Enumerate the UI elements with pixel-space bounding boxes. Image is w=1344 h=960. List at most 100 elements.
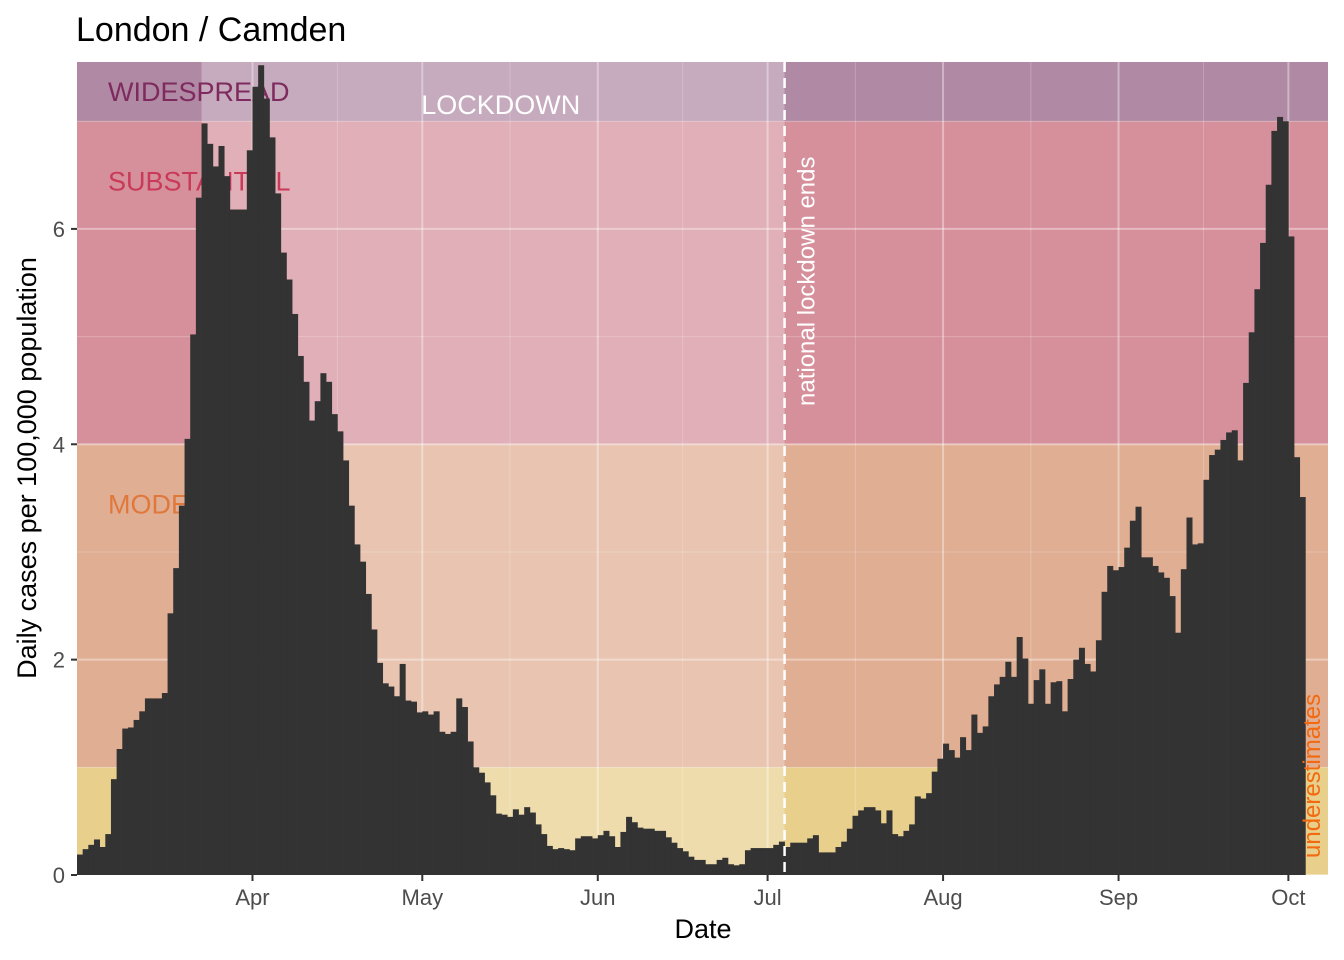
bar — [314, 401, 321, 875]
bar — [269, 137, 276, 875]
bar — [1107, 565, 1114, 875]
bar — [77, 854, 84, 875]
bar — [1033, 680, 1040, 875]
bar — [1141, 557, 1148, 875]
bar — [569, 850, 576, 875]
bar — [909, 824, 916, 875]
bar — [943, 743, 950, 875]
bar — [422, 711, 429, 875]
bar — [393, 696, 401, 875]
bar — [948, 750, 955, 875]
bar — [156, 698, 163, 875]
bar — [331, 414, 338, 875]
bar — [1039, 669, 1046, 875]
bar — [1260, 242, 1267, 876]
bar — [161, 693, 168, 875]
bar — [252, 86, 259, 875]
bar — [484, 782, 491, 875]
bar — [1237, 460, 1244, 875]
bar — [1163, 577, 1170, 875]
bar — [433, 711, 440, 875]
bar — [801, 842, 808, 875]
bar — [218, 145, 225, 875]
bar — [258, 65, 265, 875]
bar — [750, 848, 757, 875]
bar — [1214, 449, 1221, 875]
underestimates-label: underestimates — [1299, 694, 1326, 858]
bar — [1118, 567, 1125, 875]
bar — [263, 98, 270, 875]
bar — [710, 864, 718, 875]
bar — [371, 629, 378, 875]
bar — [388, 686, 395, 875]
bar — [744, 850, 751, 875]
bar — [139, 711, 146, 875]
bar — [954, 757, 961, 875]
bar — [1197, 543, 1204, 875]
bar — [1129, 520, 1136, 875]
bar — [88, 844, 95, 875]
bar — [1124, 547, 1131, 875]
x-tick-label: May — [402, 885, 444, 910]
bar — [575, 838, 582, 875]
bar — [784, 847, 791, 875]
bar — [292, 313, 299, 875]
bar — [399, 663, 406, 875]
y-tick-label: 6 — [53, 217, 65, 242]
bar — [1050, 682, 1057, 875]
bar — [1243, 382, 1250, 875]
bar — [982, 726, 989, 875]
y-tick-label: 2 — [53, 648, 65, 673]
bar — [439, 731, 446, 875]
x-axis-title: Date — [674, 914, 731, 944]
bar — [241, 209, 248, 875]
bar — [926, 793, 933, 875]
x-tick-label: Jun — [580, 885, 615, 910]
bar — [1271, 130, 1278, 875]
bar — [1067, 679, 1074, 875]
bar — [818, 852, 825, 875]
bar — [195, 197, 202, 876]
bar — [1277, 116, 1284, 876]
bar — [490, 795, 497, 875]
bar — [1254, 289, 1261, 876]
bar — [224, 176, 231, 875]
bar — [903, 830, 910, 875]
bar — [546, 845, 553, 875]
bar — [620, 831, 627, 875]
bar — [852, 815, 859, 875]
bar — [1022, 658, 1029, 875]
bar — [892, 834, 899, 875]
bar — [654, 830, 661, 875]
bar — [846, 828, 853, 875]
bar — [1044, 703, 1051, 875]
bar — [110, 779, 117, 875]
bar — [116, 749, 123, 875]
bar — [671, 842, 678, 875]
bar — [592, 838, 599, 875]
bar — [1169, 596, 1176, 875]
bar — [427, 714, 434, 875]
axes: 0 2 4 6 Apr May Jun Jul Aug Sep Oct — [53, 217, 1306, 910]
bar — [405, 700, 412, 875]
bar — [1248, 332, 1255, 875]
bar — [343, 460, 350, 875]
bar — [382, 683, 389, 875]
bar — [1203, 479, 1210, 875]
bar — [473, 767, 480, 875]
bar — [444, 733, 451, 875]
bar — [541, 834, 548, 875]
bar — [965, 750, 972, 875]
bar — [824, 852, 831, 875]
x-tick-label: Apr — [235, 885, 269, 910]
bar — [1011, 676, 1018, 875]
bar — [365, 593, 372, 875]
bar — [790, 842, 797, 875]
bar — [518, 814, 525, 875]
bar — [563, 849, 570, 875]
bar — [875, 810, 882, 875]
bar — [93, 839, 100, 875]
bar — [190, 334, 197, 875]
bar — [722, 857, 729, 875]
bar — [326, 381, 333, 875]
